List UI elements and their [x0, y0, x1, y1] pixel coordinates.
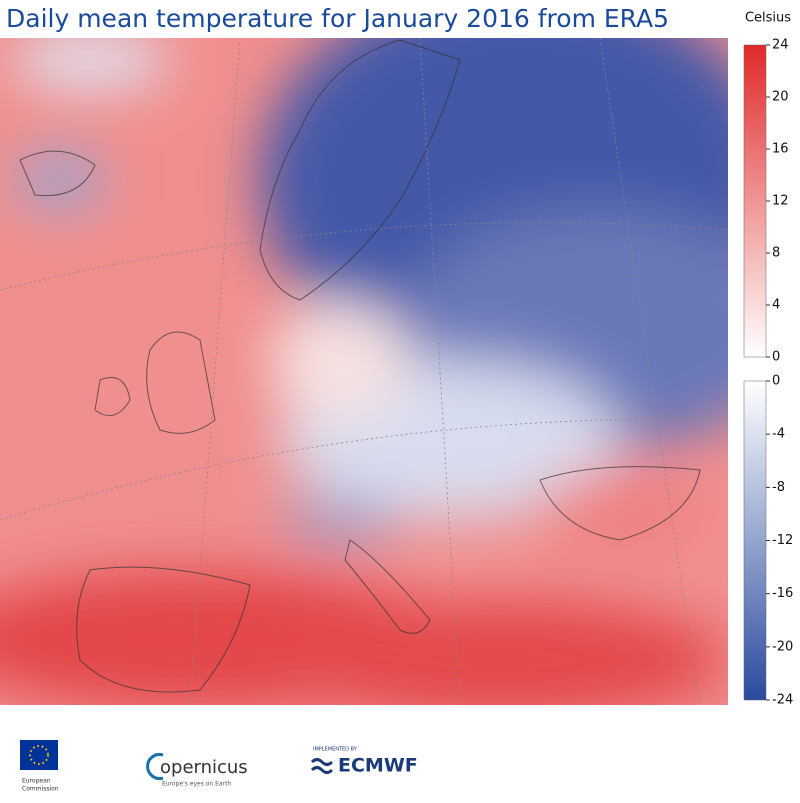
colorbar-tick-label: -4 [772, 427, 785, 442]
map [0, 38, 728, 705]
colorbar-tick-label: 12 [772, 194, 789, 209]
colorbar-tick-label: 0 [772, 350, 780, 365]
colorbar-tick-label: -12 [772, 533, 793, 548]
colorbar-tick-label: -24 [772, 693, 793, 708]
eu-logo: European Commission [20, 740, 59, 793]
colorbar-tick-label: -16 [772, 586, 793, 601]
colorbar-tick-label: 24 [772, 38, 789, 53]
copernicus-logo: opernicus Europe's eyes on Earth [146, 753, 248, 788]
colorbar-tick-label: 0 [772, 374, 780, 389]
copernicus-name: opernicus [160, 757, 248, 778]
colorbar-tick-label: 8 [772, 246, 780, 261]
colorbar-tick-label: -8 [772, 480, 785, 495]
colorbar-unit: Celsius [745, 11, 791, 26]
ecmwf-prefix: IMPLEMENTED BY [313, 747, 358, 753]
colorbar-cold [743, 380, 767, 701]
title: Daily mean temperature for January 2016 … [6, 4, 669, 33]
colorbar-warm [743, 44, 767, 358]
colorbar-tick-label: 20 [772, 90, 789, 105]
colorbar-tick-label: 4 [772, 298, 780, 313]
colorbar-tick-label: 16 [772, 142, 789, 157]
copernicus-tagline: Europe's eyes on Earth [162, 781, 231, 788]
ecmwf-logo: IMPLEMENTED BY ECMWF [310, 747, 418, 777]
colorbar-tick-label: -20 [772, 639, 793, 654]
ecmwf-name: ECMWF [338, 755, 418, 777]
eu-text: European [22, 778, 51, 785]
colorbar: 0 4 8 12 16 20 24 0 -4 -8 -12 -16 -20 -24 [743, 38, 793, 708]
eu-text: Commission [22, 786, 59, 793]
